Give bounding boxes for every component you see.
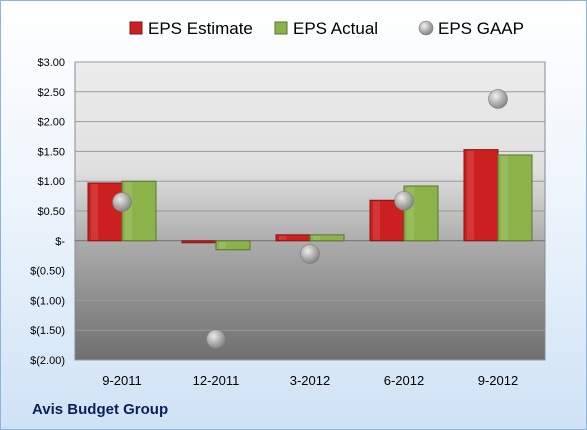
y-tick-label: $0.50 bbox=[37, 206, 65, 218]
bar-eps-actual bbox=[121, 180, 157, 242]
point-eps-gaap bbox=[488, 89, 508, 109]
legend-label: EPS GAAP bbox=[438, 19, 524, 38]
x-tick-label: 12-2011 bbox=[193, 373, 240, 388]
legend-label: EPS Actual bbox=[293, 19, 378, 38]
bar-eps-actual bbox=[215, 240, 251, 251]
point-eps-gaap bbox=[300, 244, 320, 264]
y-tick-label: $2.50 bbox=[37, 87, 65, 99]
legend-swatch bbox=[129, 21, 143, 35]
bar-highlight bbox=[125, 182, 132, 240]
legend-swatch bbox=[274, 21, 288, 35]
point-eps-gaap bbox=[112, 192, 132, 212]
company-name: Avis Budget Group bbox=[32, 401, 169, 418]
y-tick-label: $3.00 bbox=[37, 57, 65, 69]
y-tick-label: $1.00 bbox=[37, 176, 65, 188]
y-tick-label: $1.50 bbox=[37, 146, 65, 158]
bar-highlight bbox=[407, 186, 414, 240]
legend-swatch bbox=[418, 20, 434, 36]
y-tick-label: $(2.00) bbox=[30, 355, 65, 367]
bar-eps-estimate bbox=[181, 240, 217, 244]
x-tick-label: 6-2012 bbox=[384, 373, 424, 388]
bar-eps-actual bbox=[497, 154, 533, 242]
point-eps-gaap bbox=[206, 329, 226, 349]
bar-eps-actual bbox=[309, 234, 345, 242]
y-tick-label: $(1.00) bbox=[30, 295, 65, 307]
y-tick-label: $2.00 bbox=[37, 117, 65, 129]
x-tick-label: 9-2012 bbox=[478, 373, 518, 388]
x-tick-label: 3-2012 bbox=[290, 373, 330, 388]
bar-highlight bbox=[501, 155, 508, 240]
point-eps-gaap bbox=[394, 191, 414, 211]
bar-highlight bbox=[219, 241, 226, 249]
bar-highlight bbox=[313, 235, 320, 240]
bar-highlight bbox=[467, 150, 474, 240]
y-tick-label: $- bbox=[55, 236, 65, 248]
x-tick-label: 9-2011 bbox=[102, 373, 142, 388]
y-tick-label: $(0.50) bbox=[30, 266, 65, 278]
bar-highlight bbox=[373, 201, 380, 240]
y-tick-label: $(1.50) bbox=[30, 325, 65, 337]
legend-label: EPS Estimate bbox=[148, 19, 253, 38]
bar-highlight bbox=[279, 235, 286, 240]
bar-highlight bbox=[91, 183, 98, 240]
